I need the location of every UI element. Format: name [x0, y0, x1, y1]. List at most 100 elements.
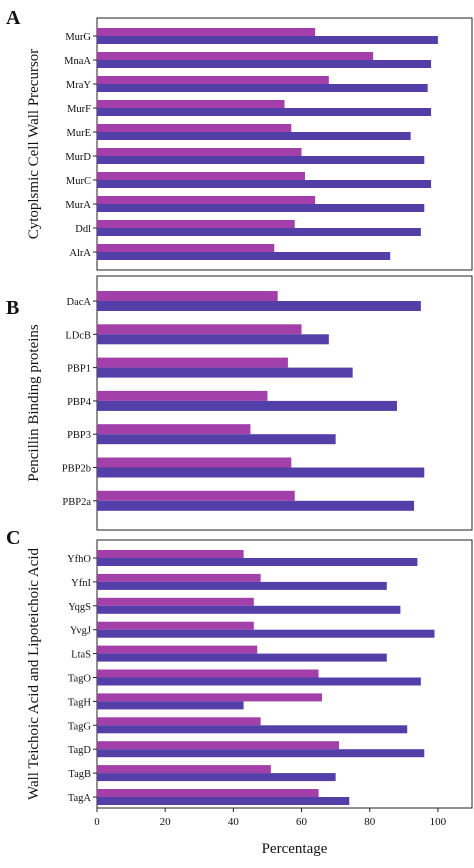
category-label: MurC	[66, 176, 91, 187]
y-axis-label: Wall Teichoic Acid and Lipoteichoic Acid	[26, 548, 42, 800]
bar-series-1	[97, 597, 254, 606]
panel-label: A	[6, 7, 21, 29]
category-label: DacA	[67, 297, 92, 308]
bar-series-2	[97, 60, 432, 68]
bar-series-2	[97, 434, 336, 445]
bar-series-2	[97, 108, 432, 116]
category-label: TagO	[68, 674, 92, 685]
bar-series-1	[97, 765, 271, 774]
x-axis-label: Percentage	[262, 841, 328, 857]
category-label: YqgS	[68, 602, 91, 613]
bar-series-1	[97, 490, 295, 501]
y-axis-label: Pencillin Binding proteins	[26, 324, 42, 482]
bar-series-2	[97, 84, 428, 92]
category-label: PBP1	[67, 364, 91, 375]
category-label: TagA	[68, 793, 92, 804]
category-label: Ddl	[75, 224, 91, 235]
bar-series-2	[97, 773, 336, 782]
category-label: TagB	[68, 769, 91, 780]
x-tick-label: 60	[296, 816, 308, 828]
category-label: MurF	[67, 104, 91, 115]
bar-series-1	[97, 52, 374, 60]
bar-series-2	[97, 132, 411, 140]
category-label: MurG	[65, 32, 91, 43]
x-tick-label: 100	[430, 816, 447, 828]
bar-series-2	[97, 204, 425, 212]
category-label: TagD	[68, 745, 92, 756]
bar-series-1	[97, 550, 244, 558]
x-tick-label: 20	[160, 816, 172, 828]
bar-series-1	[97, 196, 316, 204]
x-tick-label: 40	[228, 816, 240, 828]
bar-series-1	[97, 220, 295, 228]
bar-series-1	[97, 124, 292, 132]
bar-series-1	[97, 244, 275, 252]
bar-series-2	[97, 749, 425, 758]
category-label: MurD	[65, 152, 91, 163]
category-label: LDcB	[65, 330, 91, 341]
bar-series-1	[97, 424, 251, 435]
bar-series-1	[97, 645, 258, 654]
category-label: TagG	[68, 721, 92, 732]
panel-label: B	[6, 297, 19, 319]
bar-series-1	[97, 28, 316, 36]
category-label: YfnI	[71, 578, 91, 589]
category-label: MurA	[65, 200, 91, 211]
bar-series-2	[97, 653, 387, 662]
bar-series-1	[97, 291, 278, 301]
bar-series-2	[97, 301, 421, 311]
bar-series-1	[97, 172, 305, 180]
x-tick-label: 0	[94, 816, 100, 828]
panel-label: C	[6, 527, 20, 549]
category-label: PBP3	[67, 430, 91, 441]
bar-series-1	[97, 621, 254, 630]
bar-series-1	[97, 717, 261, 726]
bar-series-2	[97, 180, 432, 188]
category-label: PBP2a	[62, 497, 91, 508]
bar-series-2	[97, 36, 438, 44]
bar-series-1	[97, 148, 302, 156]
category-label: MnaA	[64, 56, 91, 67]
bar-series-2	[97, 701, 244, 710]
bar-series-2	[97, 500, 415, 511]
bar-series-1	[97, 573, 261, 582]
bar-series-1	[97, 693, 322, 702]
bar-series-1	[97, 457, 292, 468]
bar-series-1	[97, 789, 319, 797]
category-label: TagH	[68, 697, 92, 708]
bar-series-2	[97, 605, 401, 614]
category-label: LtaS	[71, 650, 91, 661]
bar-series-2	[97, 400, 397, 411]
bar-series-1	[97, 357, 288, 368]
bar-series-2	[97, 334, 329, 345]
category-label: YvgJ	[70, 626, 91, 637]
category-label: PBP4	[67, 397, 92, 408]
bar-series-1	[97, 741, 340, 750]
x-tick-label: 80	[364, 816, 376, 828]
bar-series-2	[97, 581, 387, 590]
bar-series-2	[97, 156, 425, 164]
bar-series-2	[97, 558, 418, 566]
bar-series-2	[97, 797, 350, 805]
bar-series-2	[97, 252, 391, 260]
category-label: MurE	[67, 128, 92, 139]
bar-series-1	[97, 390, 268, 401]
bar-series-2	[97, 367, 353, 378]
bar-series-1	[97, 324, 302, 335]
plot-frame	[96, 17, 473, 271]
bar-series-1	[97, 100, 285, 108]
bar-series-2	[97, 725, 408, 734]
category-label: PBP2b	[62, 464, 91, 475]
bar-series-2	[97, 629, 435, 638]
y-axis-label: Cytoplsmic Cell Wall Precursor	[26, 49, 42, 240]
bar-series-1	[97, 76, 329, 84]
category-label: YfhO	[67, 554, 91, 565]
category-label: MraY	[66, 80, 91, 91]
bar-series-2	[97, 467, 425, 478]
bar-series-1	[97, 669, 319, 678]
bar-series-2	[97, 228, 421, 236]
bar-series-2	[97, 677, 421, 686]
category-label: AlrA	[69, 248, 91, 259]
